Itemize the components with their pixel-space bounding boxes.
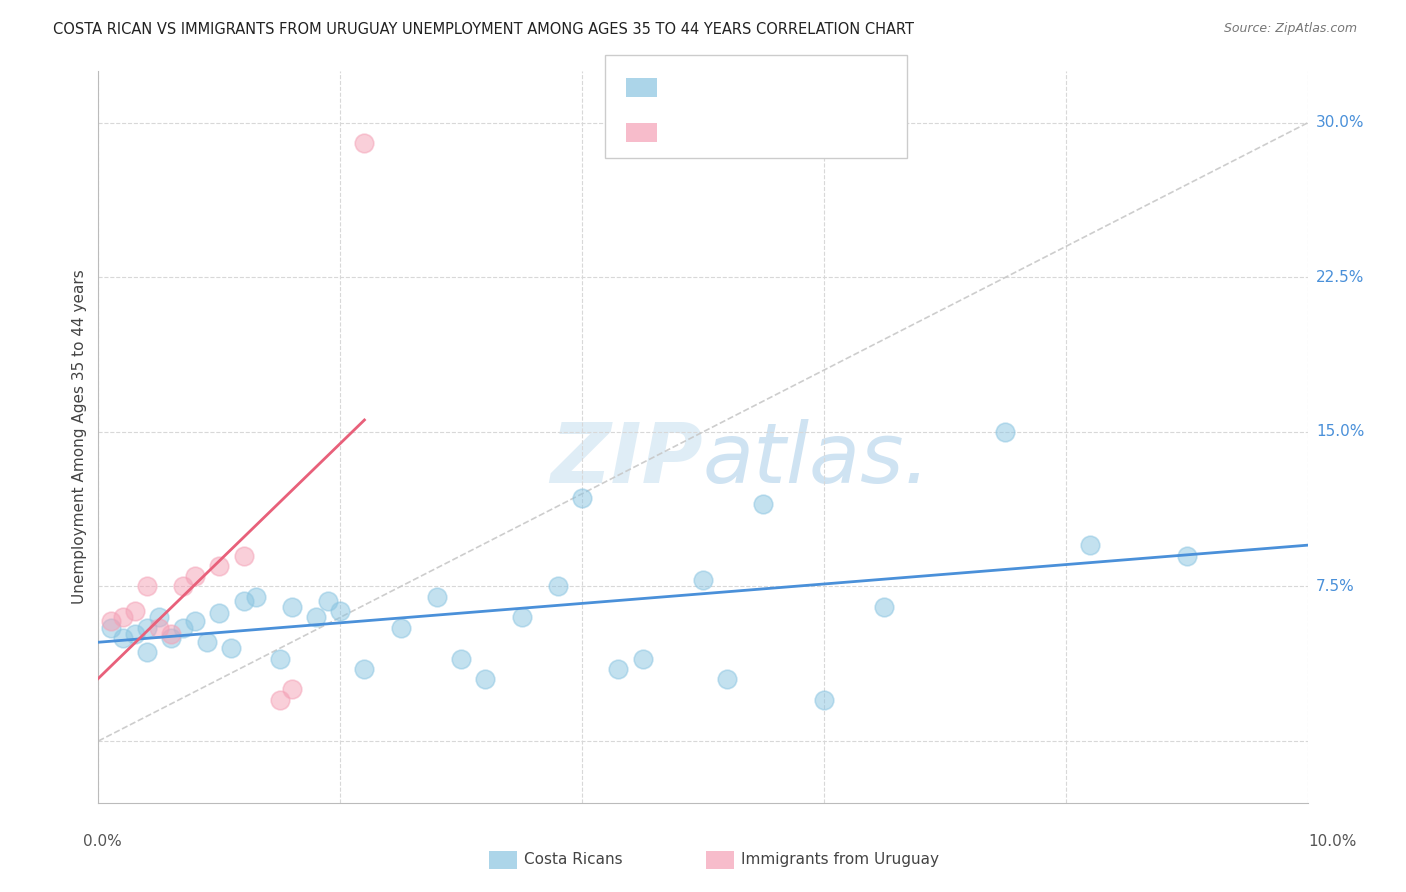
Text: N = 13: N = 13 xyxy=(780,125,841,140)
Point xyxy=(607,662,630,676)
Point xyxy=(571,491,593,505)
Point xyxy=(389,621,412,635)
Point xyxy=(994,425,1017,439)
Point xyxy=(111,631,134,645)
Text: R = 0.449: R = 0.449 xyxy=(668,80,755,95)
Point xyxy=(124,627,146,641)
Point xyxy=(1078,538,1101,552)
Text: 22.5%: 22.5% xyxy=(1316,270,1364,285)
Point xyxy=(160,631,183,645)
Point xyxy=(195,635,218,649)
Text: N = 37: N = 37 xyxy=(780,80,841,95)
Point xyxy=(813,693,835,707)
Point xyxy=(221,641,243,656)
Point xyxy=(316,594,339,608)
Point xyxy=(873,600,896,615)
Point xyxy=(329,604,352,618)
Text: 7.5%: 7.5% xyxy=(1316,579,1354,594)
Point xyxy=(208,606,231,620)
Point xyxy=(269,651,291,665)
Text: COSTA RICAN VS IMMIGRANTS FROM URUGUAY UNEMPLOYMENT AMONG AGES 35 TO 44 YEARS CO: COSTA RICAN VS IMMIGRANTS FROM URUGUAY U… xyxy=(53,22,914,37)
Point xyxy=(716,672,738,686)
Point xyxy=(269,693,291,707)
Point xyxy=(172,579,194,593)
Point xyxy=(547,579,569,593)
Point xyxy=(148,610,170,624)
Point xyxy=(148,621,170,635)
Point xyxy=(510,610,533,624)
Point xyxy=(124,604,146,618)
Text: 0.0%: 0.0% xyxy=(83,834,122,849)
Point xyxy=(135,579,157,593)
Text: 15.0%: 15.0% xyxy=(1316,425,1364,440)
Point xyxy=(245,590,267,604)
Point xyxy=(100,621,122,635)
Point xyxy=(281,682,304,697)
Point xyxy=(232,594,254,608)
Point xyxy=(426,590,449,604)
Point xyxy=(692,574,714,588)
Point xyxy=(353,136,375,151)
Text: 10.0%: 10.0% xyxy=(1309,834,1357,849)
Text: R = 0.460: R = 0.460 xyxy=(668,125,755,140)
Point xyxy=(184,569,207,583)
Point xyxy=(232,549,254,563)
Point xyxy=(752,497,775,511)
Text: Source: ZipAtlas.com: Source: ZipAtlas.com xyxy=(1223,22,1357,36)
Text: ZIP: ZIP xyxy=(550,418,703,500)
Text: atlas.: atlas. xyxy=(703,418,931,500)
Point xyxy=(474,672,496,686)
Point xyxy=(353,662,375,676)
Point xyxy=(631,651,654,665)
Point xyxy=(135,621,157,635)
Y-axis label: Unemployment Among Ages 35 to 44 years: Unemployment Among Ages 35 to 44 years xyxy=(72,269,87,605)
Point xyxy=(184,615,207,629)
Point xyxy=(281,600,304,615)
Point xyxy=(305,610,328,624)
Point xyxy=(208,558,231,573)
Text: Costa Ricans: Costa Ricans xyxy=(524,853,623,867)
Point xyxy=(160,627,183,641)
Text: 30.0%: 30.0% xyxy=(1316,115,1364,130)
Point xyxy=(111,610,134,624)
Point xyxy=(450,651,472,665)
Point xyxy=(1175,549,1198,563)
Point xyxy=(172,621,194,635)
Point xyxy=(135,645,157,659)
Text: Immigrants from Uruguay: Immigrants from Uruguay xyxy=(741,853,939,867)
Point xyxy=(100,615,122,629)
